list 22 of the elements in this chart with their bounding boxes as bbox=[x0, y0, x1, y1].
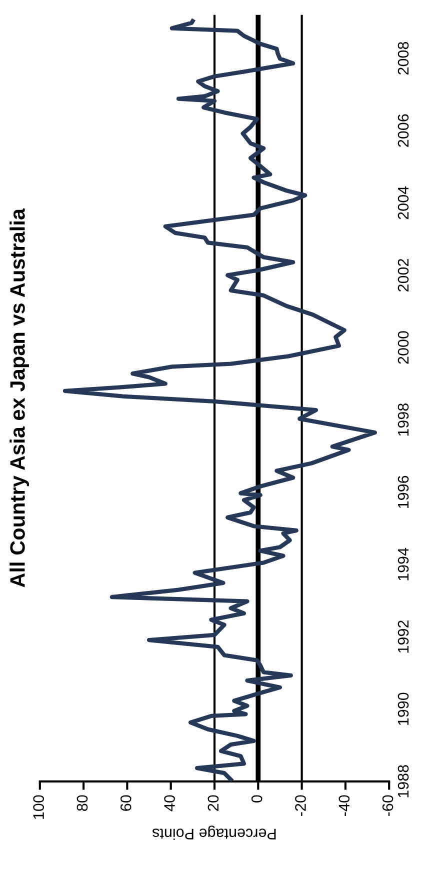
text: All Country Asia ex Japan vs Australia bbox=[10, 208, 30, 588]
x-tick-label: 20 bbox=[208, 795, 219, 811]
x-tick-label: 80 bbox=[76, 795, 88, 811]
x-axis-title: Percentage Points bbox=[152, 826, 276, 840]
y-tick-label: 2006 bbox=[398, 114, 409, 147]
x-tick-label: 100 bbox=[33, 795, 44, 819]
y-tick-label: 2002 bbox=[398, 259, 409, 292]
y-tick-label: 1996 bbox=[398, 476, 409, 508]
x-tick-label: 60 bbox=[120, 795, 132, 811]
x-tick-label: 40 bbox=[164, 795, 175, 812]
x-tick-label: -60 bbox=[382, 795, 394, 816]
y-tick-label: 2008 bbox=[398, 42, 409, 75]
x-tick-label: 0 bbox=[251, 795, 262, 802]
y-tick-label: 2000 bbox=[398, 331, 409, 364]
y-tick-label: 2004 bbox=[398, 186, 409, 220]
y-tick-label: 1988 bbox=[398, 765, 409, 798]
x-tick-label: -20 bbox=[295, 795, 306, 816]
x-tick-label: -40 bbox=[338, 795, 350, 816]
y-tick-label: 1998 bbox=[398, 404, 409, 436]
y-tick-label: 1994 bbox=[398, 548, 409, 580]
y-tick-label: 1990 bbox=[398, 692, 409, 725]
y-tick-label: 1992 bbox=[398, 620, 409, 653]
